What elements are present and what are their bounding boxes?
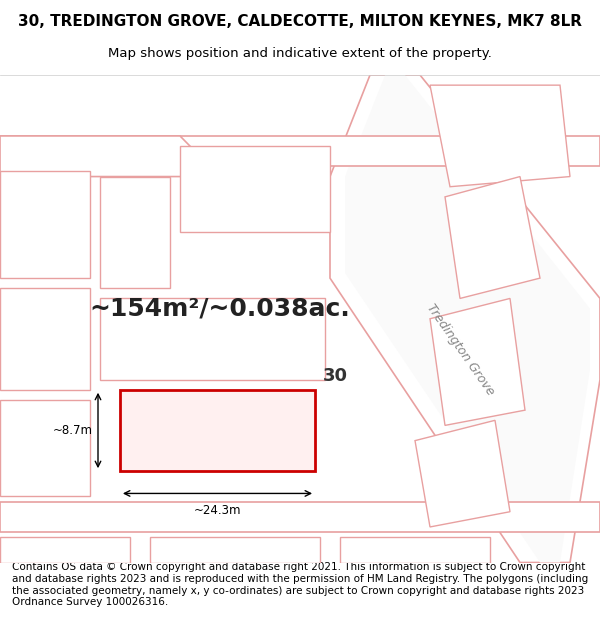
Polygon shape [345, 75, 590, 562]
Text: 30, TREDINGTON GROVE, CALDECOTTE, MILTON KEYNES, MK7 8LR: 30, TREDINGTON GROVE, CALDECOTTE, MILTON… [18, 14, 582, 29]
Text: Contains OS data © Crown copyright and database right 2021. This information is : Contains OS data © Crown copyright and d… [12, 562, 588, 608]
Polygon shape [0, 501, 600, 532]
Polygon shape [0, 400, 90, 496]
Polygon shape [430, 298, 525, 426]
Polygon shape [415, 420, 510, 527]
Text: ~8.7m: ~8.7m [53, 424, 93, 437]
Polygon shape [0, 136, 200, 176]
Polygon shape [100, 298, 325, 379]
Polygon shape [180, 146, 330, 232]
Polygon shape [0, 288, 90, 390]
Polygon shape [340, 537, 490, 562]
Polygon shape [430, 85, 570, 187]
Text: ~154m²/~0.038ac.: ~154m²/~0.038ac. [89, 297, 350, 321]
Polygon shape [0, 136, 600, 166]
Polygon shape [100, 176, 170, 288]
Polygon shape [0, 171, 90, 278]
Polygon shape [120, 390, 315, 471]
Text: Map shows position and indicative extent of the property.: Map shows position and indicative extent… [108, 48, 492, 61]
Text: Tredington Grove: Tredington Grove [424, 301, 496, 398]
Text: ~24.3m: ~24.3m [194, 504, 241, 517]
Polygon shape [330, 75, 600, 562]
Polygon shape [150, 537, 320, 562]
Polygon shape [0, 537, 130, 562]
Polygon shape [445, 176, 540, 298]
Text: 30: 30 [323, 367, 348, 385]
